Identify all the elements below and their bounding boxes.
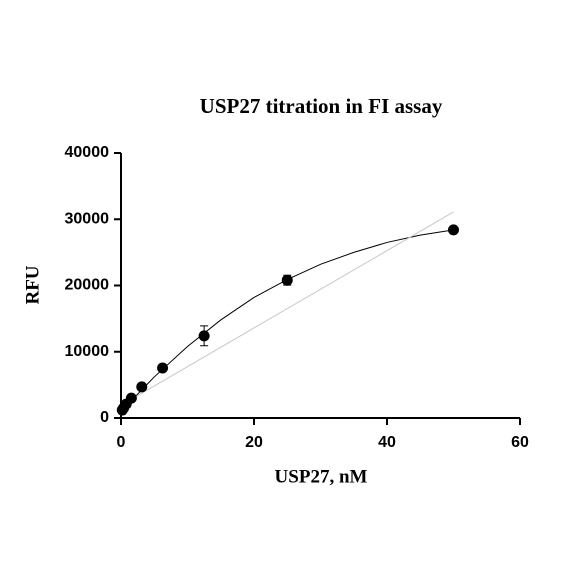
data-point bbox=[157, 362, 169, 374]
x-tick-label: 0 bbox=[117, 434, 126, 451]
y-tick-label: 10000 bbox=[65, 343, 110, 360]
y-tick-label: 20000 bbox=[65, 277, 110, 294]
data-point bbox=[198, 330, 210, 342]
data-point bbox=[125, 392, 137, 404]
y-tick-label: 40000 bbox=[65, 144, 110, 161]
y-tick-label: 0 bbox=[100, 409, 109, 426]
x-tick-label: 40 bbox=[378, 434, 396, 451]
y-axis-label: RFU bbox=[22, 265, 43, 304]
data-point bbox=[281, 274, 293, 286]
chart-title: USP27 titration in FI assay bbox=[200, 94, 443, 118]
y-tick-label: 30000 bbox=[65, 210, 110, 227]
data-point bbox=[448, 224, 459, 236]
x-tick-label: 20 bbox=[245, 434, 263, 451]
fit-line bbox=[127, 211, 454, 402]
data-point bbox=[136, 381, 148, 393]
x-axis-label: USP27, nM bbox=[275, 466, 368, 487]
x-tick-label: 60 bbox=[511, 434, 529, 451]
